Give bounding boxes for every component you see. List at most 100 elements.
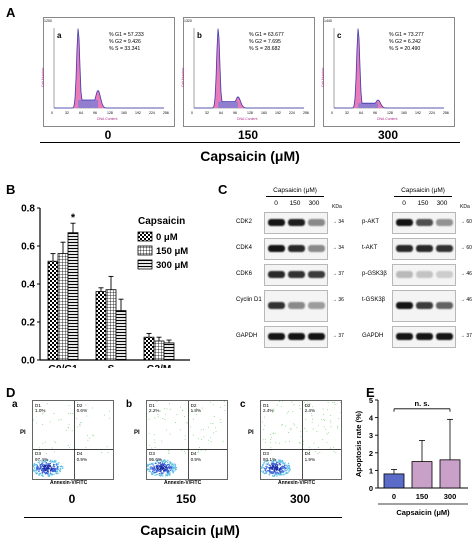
histogram-x-tick: 256: [443, 111, 449, 115]
apoptosis-bar: [411, 461, 433, 489]
blot-strip: [264, 264, 328, 286]
histogram-s-phase: [78, 100, 98, 108]
histogram-x-tick: 256: [303, 111, 309, 115]
histogram-stats: % G1 = 73.277 % G2 = 6.242 % S = 20.490: [389, 32, 424, 52]
blot-band: [416, 271, 433, 278]
panel-label-c: C: [218, 182, 228, 197]
blot-header: Capsaicin (μM): [401, 187, 445, 194]
dotplot-sublabel: b: [126, 399, 133, 410]
blot-band: [268, 302, 285, 309]
y-tick-label: 0.4: [21, 280, 35, 291]
quadrant-label: D2 1.8%: [190, 403, 202, 414]
histogram-y-label: Cell Number: [181, 67, 185, 87]
histogram-sublabel: c: [337, 31, 342, 40]
blot-band: [396, 271, 413, 278]
y-tick-label: 0.8: [21, 204, 35, 215]
histogram-x-tick: 96: [93, 111, 97, 115]
blot-band: [436, 219, 453, 226]
histogram-x-tick: 64: [219, 111, 223, 115]
blot-strip: [392, 238, 456, 260]
dotplot-dose: 300: [289, 492, 311, 506]
dotplot-dose: 0: [68, 492, 76, 506]
blot-band: [436, 302, 453, 309]
blot-row-label: t-GSK3β: [362, 297, 386, 303]
histogram-x-tick: 32: [65, 111, 69, 115]
histogram-box: [323, 17, 455, 127]
legend-swatch: [137, 231, 153, 242]
quadrant-label: D1 2.4%: [263, 403, 274, 414]
category-label: G2/M: [147, 364, 171, 368]
panel-d-axis-line: [24, 517, 342, 518]
blot-header-line: [266, 196, 324, 197]
dotplot-sublabel: c: [240, 399, 246, 410]
blot-band: [396, 333, 413, 340]
histogram-curve: [193, 28, 304, 109]
blot-band: [396, 219, 413, 226]
histogram-line: [194, 28, 304, 109]
legend-title: Capsaicin: [138, 216, 185, 227]
histogram-x-tick: 224: [429, 111, 435, 115]
blot-row-label: GAPDH: [362, 333, 384, 339]
blot-band: [288, 333, 305, 340]
dotplot-points: [147, 401, 227, 479]
histogram-x-tick: 32: [345, 111, 349, 115]
blot-row-label: CDK6: [236, 271, 253, 277]
apoptosis-rate-bar-chart: 0 1 2 3 4 5 Apoptosis rate (%) 0 150 300 n. s. Caps…: [354, 396, 468, 517]
blot-strip: [264, 238, 328, 260]
panel-label-a: A: [6, 5, 16, 20]
blot-row-label: Cyclin D1: [236, 297, 262, 303]
blot-kda: → 34: [332, 245, 344, 251]
histogram-x-tick: 160: [261, 111, 267, 115]
blot-band: [288, 271, 305, 278]
blot-band: [308, 271, 325, 278]
y-tick-label: 0.6: [21, 242, 35, 253]
quadrant-label: D4 0.9%: [76, 451, 88, 462]
blot-kda: → 60: [460, 245, 472, 251]
quadrant-label: D1 2.2%: [149, 403, 160, 414]
histogram-line: [54, 28, 164, 109]
panel-d-caption: Capsaicin (μM): [140, 522, 240, 538]
histogram-x-tick: 0: [191, 111, 193, 115]
blot-kda: → 46: [460, 271, 472, 277]
histogram-s-phase: [218, 101, 238, 108]
phase-bar: [163, 342, 175, 361]
histogram-curve: [53, 28, 164, 109]
blot-strip: [264, 326, 328, 348]
legend-swatch: [137, 245, 153, 256]
category-label: 300: [444, 492, 457, 501]
blot-band: [308, 245, 325, 252]
y-tick-label: 2: [369, 449, 373, 458]
blot-kda: → 37: [460, 333, 472, 339]
cell-phase-bar-chart: 0.0 0.2 0.4 0.6 0.8 G0/G1 S G2/M * Capsaicin 0 μM 1…: [21, 204, 190, 368]
phase-bar: [115, 310, 127, 361]
blot-kda-header: KDa: [332, 204, 342, 210]
blot-strip: [264, 212, 328, 234]
blot-band: [268, 219, 285, 226]
blot-band: [268, 333, 285, 340]
histogram-sublabel: a: [57, 31, 62, 40]
histogram-x-tick: 96: [373, 111, 377, 115]
blot-row-label: p-GSK3β: [362, 271, 387, 277]
blot-row-label: p-AKT: [362, 219, 380, 225]
histogram-y-label: Cell Number: [321, 67, 325, 87]
apoptosis-bar: [439, 459, 461, 489]
panel-a-axis-line: [40, 142, 460, 143]
blot-band: [268, 245, 285, 252]
histogram-x-tick: 32: [205, 111, 209, 115]
blot-header: Capsaicin (μM): [273, 187, 317, 194]
blot-band: [308, 219, 325, 226]
legend-swatch: [137, 259, 153, 270]
histogram-x-label: DNA Content: [97, 117, 118, 121]
histogram-s-phase: [358, 103, 378, 108]
histogram-dose: 300: [377, 128, 399, 142]
histogram-x-tick: 128: [247, 111, 253, 115]
histogram-x-tick: 128: [107, 111, 113, 115]
histogram-y-label: Cell Number: [41, 67, 45, 87]
histogram-x-tick: 192: [275, 111, 281, 115]
legend-label: 0 μM: [156, 232, 178, 243]
phase-bar: [95, 291, 107, 361]
blot-strip: [392, 264, 456, 286]
histogram-x-tick: 224: [289, 111, 295, 115]
y-tick-label: 4: [369, 414, 374, 423]
panel-a-caption: Capsaicin (μM): [200, 148, 300, 164]
